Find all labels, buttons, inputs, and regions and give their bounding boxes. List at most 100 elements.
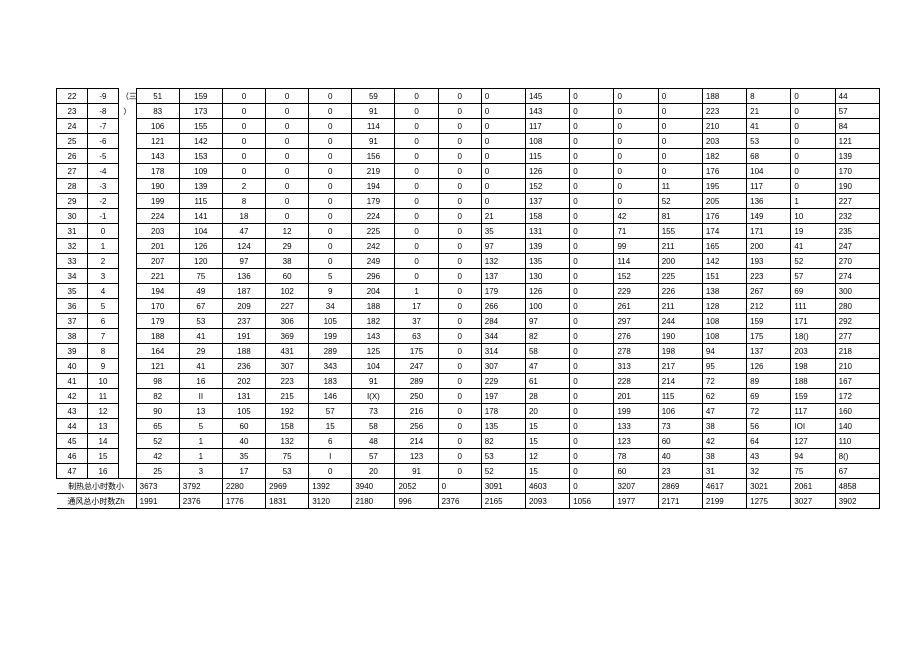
footer-cell: 2376 xyxy=(179,494,222,509)
data-cell: 94 xyxy=(791,449,835,464)
table-row: 30-1224141180022400211580428117614910232 xyxy=(57,209,880,224)
data-cell: 0 xyxy=(222,89,265,104)
idx-cell: 38 xyxy=(57,329,88,344)
data-cell: 0 xyxy=(791,89,835,104)
table-row: 3981642918843128912517503145802781989413… xyxy=(57,344,880,359)
data-cell: 139 xyxy=(835,149,879,164)
data-cell: 209 xyxy=(222,299,265,314)
data-cell: 179 xyxy=(352,194,395,209)
data-cell: 221 xyxy=(136,269,179,284)
data-cell: 0 xyxy=(266,209,309,224)
table-row: 26-5143153000156000115000182680139 xyxy=(57,149,880,164)
data-cell: 97 xyxy=(481,239,525,254)
data-cell: 21 xyxy=(481,209,525,224)
data-cell: 0 xyxy=(438,299,481,314)
data-cell: 94 xyxy=(702,344,746,359)
data-cell: 65 xyxy=(136,419,179,434)
temp-cell: -1 xyxy=(87,209,118,224)
data-cell: 56 xyxy=(747,419,791,434)
data-cell: 179 xyxy=(481,284,525,299)
data-cell: 117 xyxy=(525,119,569,134)
data-cell: 247 xyxy=(395,359,438,374)
temp-cell: 2 xyxy=(87,254,118,269)
data-cell: 97 xyxy=(222,254,265,269)
data-cell: 126 xyxy=(747,359,791,374)
data-cell: 21 xyxy=(747,104,791,119)
data-cell: 204 xyxy=(352,284,395,299)
data-cell: 8 xyxy=(222,194,265,209)
data-cell: 0 xyxy=(309,89,352,104)
data-cell: 227 xyxy=(835,194,879,209)
data-cell: 0 xyxy=(614,194,658,209)
gap-cell xyxy=(118,149,136,164)
temp-cell: -9 xyxy=(87,89,118,104)
data-cell: 47 xyxy=(525,359,569,374)
data-cell: 0 xyxy=(791,134,835,149)
data-cell: 142 xyxy=(179,134,222,149)
data-cell: 195 xyxy=(702,179,746,194)
data-cell: 28 xyxy=(525,389,569,404)
data-cell: 0 xyxy=(791,104,835,119)
data-cell: 8 xyxy=(747,89,791,104)
data-cell: 132 xyxy=(266,434,309,449)
data-cell: 0 xyxy=(481,194,525,209)
data-cell: 212 xyxy=(747,299,791,314)
data-cell: 242 xyxy=(352,239,395,254)
data-cell: 84 xyxy=(835,119,879,134)
data-cell: 58 xyxy=(525,344,569,359)
footer-cell: 2280 xyxy=(222,479,265,494)
temp-cell: 14 xyxy=(87,434,118,449)
data-cell: 188 xyxy=(702,89,746,104)
data-cell: 250 xyxy=(395,389,438,404)
data-cell: 60 xyxy=(222,419,265,434)
data-cell: 0 xyxy=(309,224,352,239)
data-cell: 276 xyxy=(614,329,658,344)
data-cell: 9 xyxy=(309,284,352,299)
data-cell: 117 xyxy=(791,404,835,419)
data-cell: 289 xyxy=(395,374,438,389)
data-cell: 187 xyxy=(222,284,265,299)
data-cell: 0 xyxy=(395,224,438,239)
data-cell: 225 xyxy=(658,269,702,284)
data-cell: 214 xyxy=(658,374,702,389)
data-cell: 52 xyxy=(481,464,525,479)
idx-cell: 42 xyxy=(57,389,88,404)
data-cell: 71 xyxy=(614,224,658,239)
data-cell: 121 xyxy=(835,134,879,149)
data-cell: 143 xyxy=(136,149,179,164)
table-row: 24-710615500011400011700021041084 xyxy=(57,119,880,134)
data-cell: 10 xyxy=(791,209,835,224)
table-row: 27-41781090002190001260001761040170 xyxy=(57,164,880,179)
data-cell: 67 xyxy=(179,299,222,314)
idx-cell: 46 xyxy=(57,449,88,464)
data-cell: 0 xyxy=(438,314,481,329)
temp-cell: 16 xyxy=(87,464,118,479)
data-cell: 91 xyxy=(352,134,395,149)
gap-cell xyxy=(118,239,136,254)
data-cell: 0 xyxy=(438,164,481,179)
footer-cell: 3902 xyxy=(835,494,879,509)
data-cell: 35 xyxy=(481,224,525,239)
footer-cell: 3792 xyxy=(179,479,222,494)
temp-cell: -6 xyxy=(87,134,118,149)
data-cell: 0 xyxy=(438,254,481,269)
data-cell: 201 xyxy=(136,239,179,254)
data-cell: 82 xyxy=(481,434,525,449)
data-cell: 261 xyxy=(614,299,658,314)
data-cell: 223 xyxy=(266,374,309,389)
idx-cell: 37 xyxy=(57,314,88,329)
footer-cell: 3207 xyxy=(614,479,658,494)
data-cell: 0 xyxy=(438,404,481,419)
idx-cell: 47 xyxy=(57,464,88,479)
gap-cell xyxy=(118,254,136,269)
data-cell: 183 xyxy=(309,374,352,389)
data-cell: 0 xyxy=(791,119,835,134)
data-cell: 20 xyxy=(525,404,569,419)
data-cell: 12 xyxy=(525,449,569,464)
data-cell: 69 xyxy=(791,284,835,299)
data-cell: 15 xyxy=(525,419,569,434)
data-cell: 29 xyxy=(179,344,222,359)
data-cell: 58 xyxy=(352,419,395,434)
data-cell: 35 xyxy=(222,449,265,464)
data-cell: 0 xyxy=(570,179,614,194)
